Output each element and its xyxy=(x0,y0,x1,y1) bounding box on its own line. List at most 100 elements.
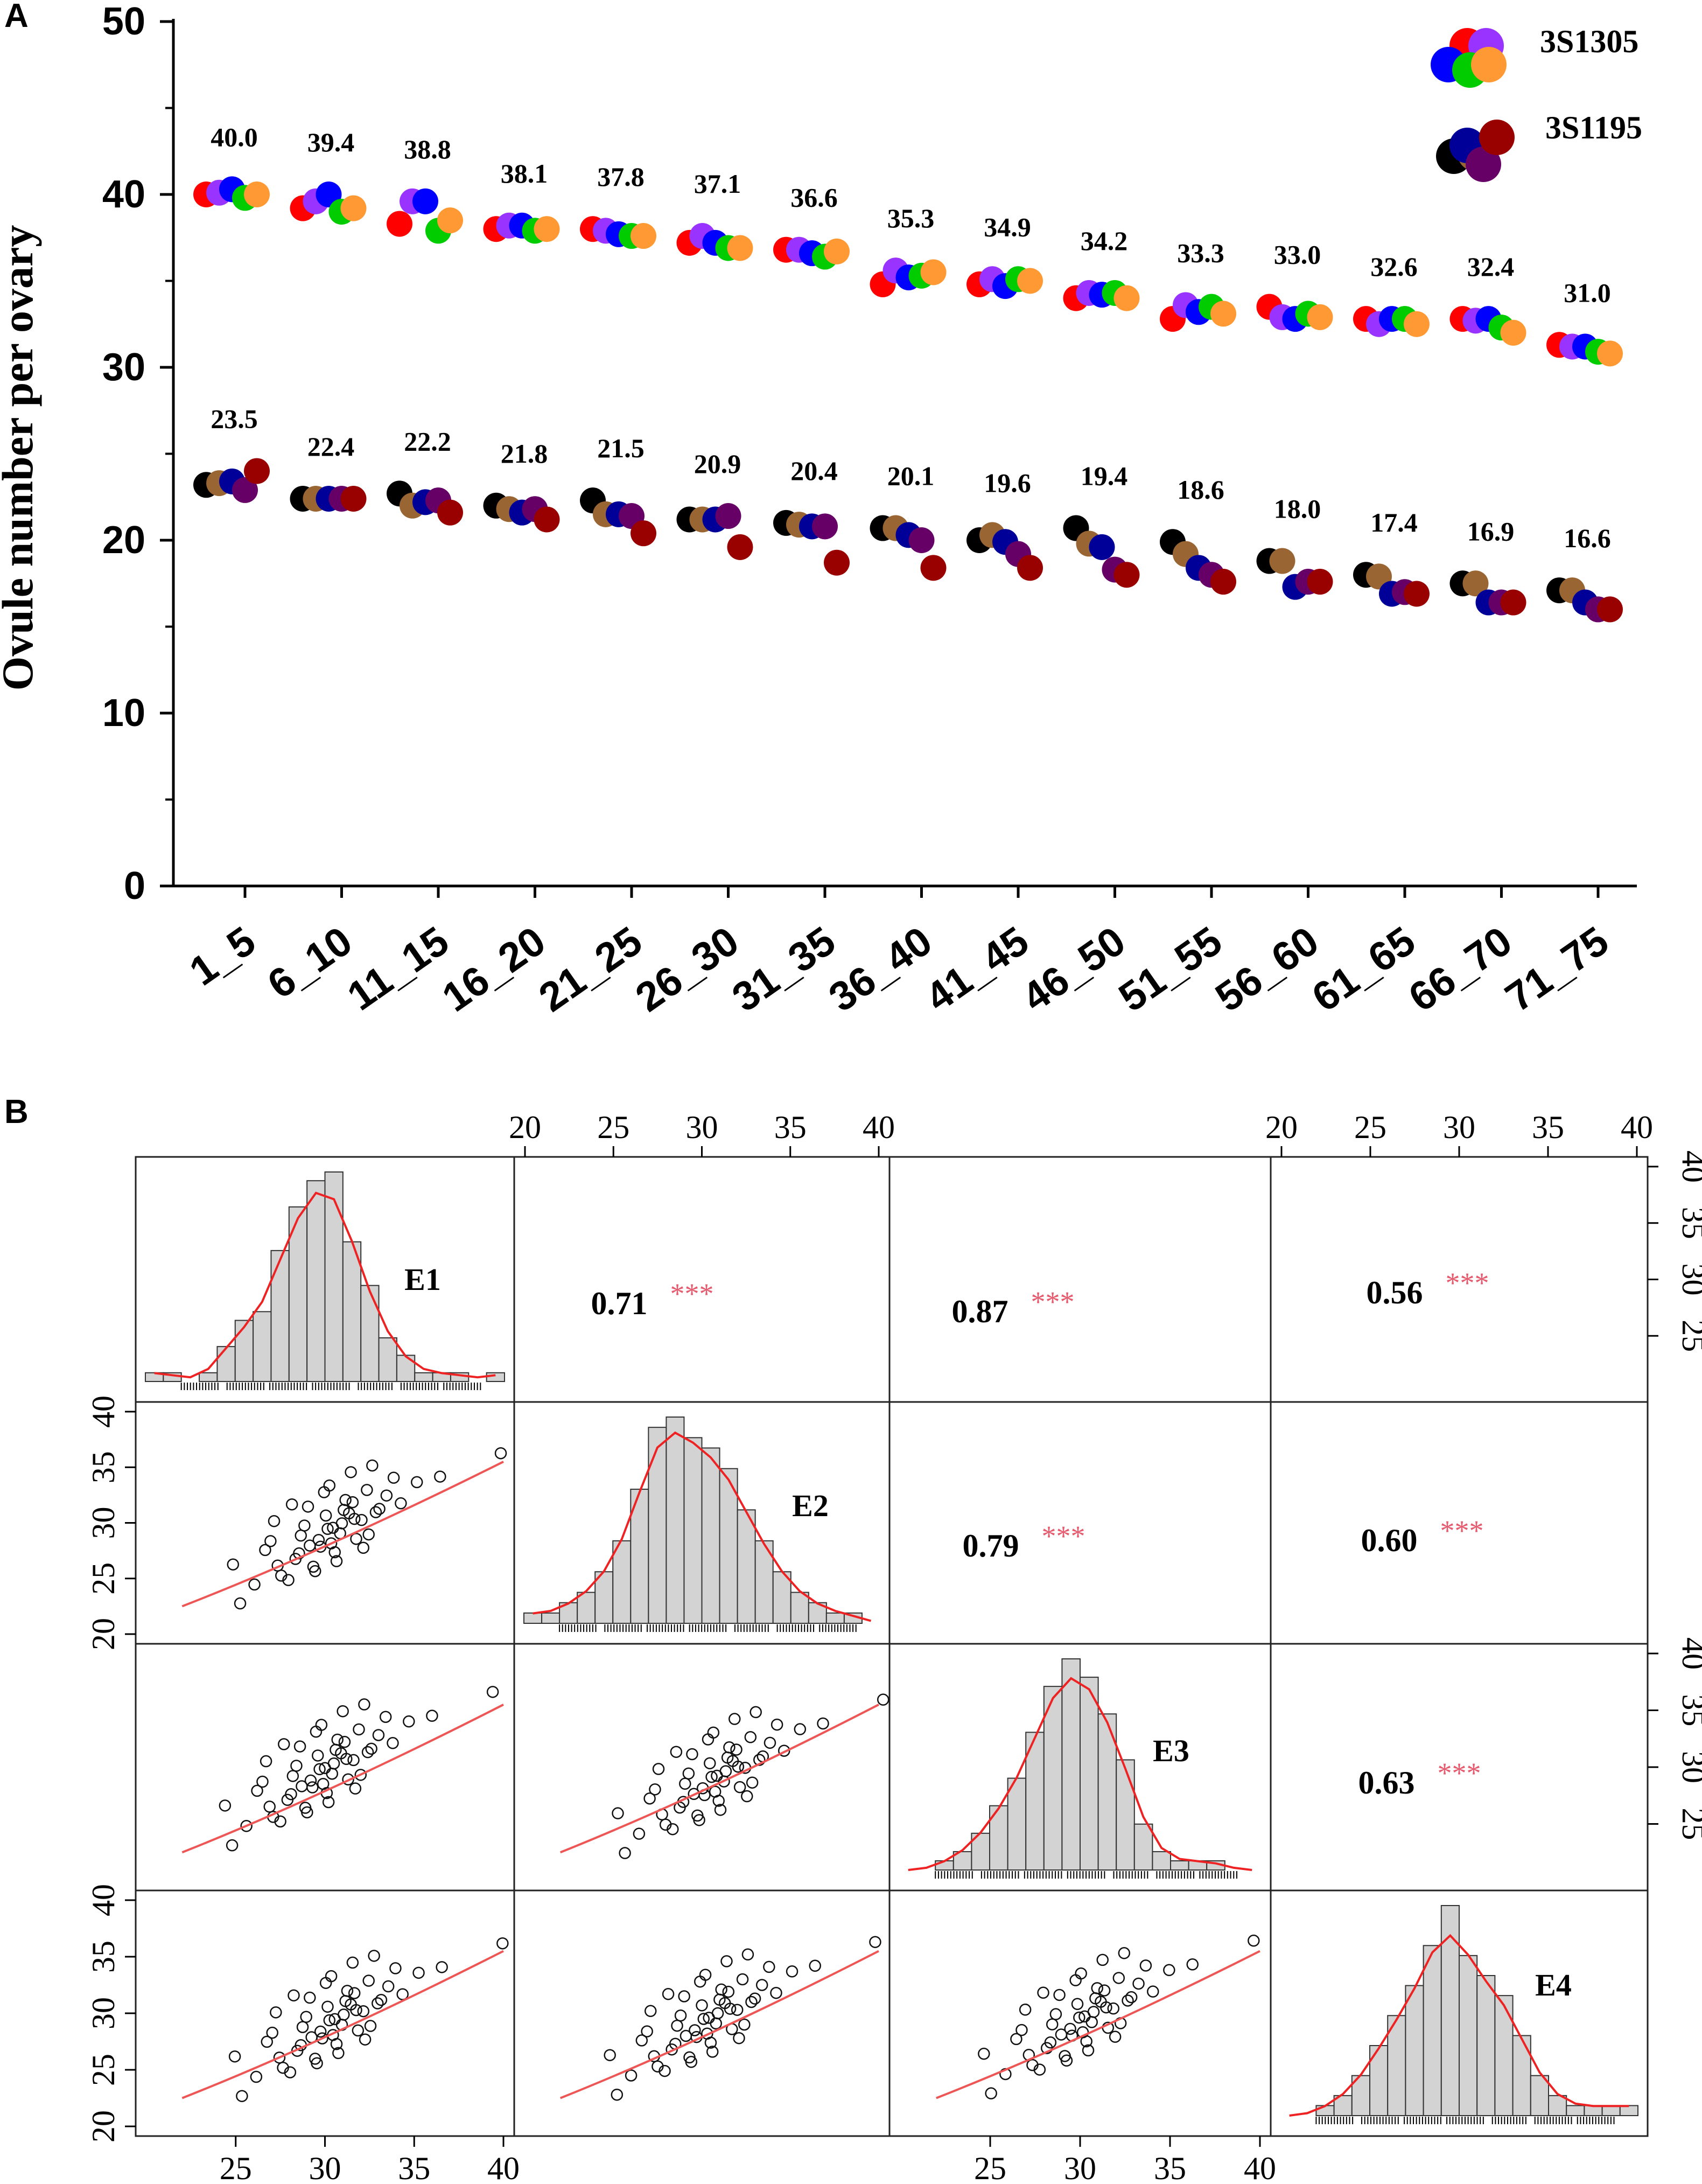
scatter-point xyxy=(362,1528,375,1541)
scatter-point xyxy=(720,1955,733,1967)
histogram-bar-E3 xyxy=(1152,1851,1171,1871)
histogram-bar-E2 xyxy=(737,1509,756,1624)
scatter-point xyxy=(260,1755,272,1768)
histogram-bar-E2 xyxy=(701,1447,720,1624)
data-point-3S1195 xyxy=(920,555,947,581)
scatter-point xyxy=(322,1796,335,1809)
scatter-point xyxy=(338,1735,351,1748)
scatter-point xyxy=(346,1496,359,1509)
scatter-point xyxy=(611,2088,624,2101)
scatter-point xyxy=(345,1466,357,1478)
scatter-point xyxy=(778,1745,790,1757)
histogram-bar-E4 xyxy=(1548,2095,1567,2117)
scatter-point xyxy=(1107,2002,1120,2015)
right-tick-label: 30 xyxy=(1676,1264,1702,1296)
scatter-point xyxy=(685,2056,698,2068)
correlation-value: 0.87 xyxy=(952,1294,1008,1329)
histogram-bar-E2 xyxy=(612,1540,632,1624)
scatter-point xyxy=(412,1966,425,1979)
scatter-point xyxy=(348,1987,361,1999)
histogram-bar-E4 xyxy=(1459,1955,1478,2117)
scatter-point xyxy=(346,1956,359,1969)
histogram-bar-E3 xyxy=(1170,1860,1189,1871)
scatter-point xyxy=(311,1749,324,1762)
scatter-point xyxy=(662,1988,675,2000)
histogram-bar-E4 xyxy=(1405,1985,1424,2117)
mean-label-3S1195: 16.6 xyxy=(1564,523,1611,553)
mean-label-3S1195: 22.4 xyxy=(307,431,355,462)
panel-b-label: B xyxy=(4,1093,29,1131)
scatter-point xyxy=(714,1804,727,1816)
scatter-point xyxy=(746,1776,759,1789)
data-point-3S1195 xyxy=(824,549,850,576)
scatter-point xyxy=(357,2005,370,2018)
mean-label-3S1305: 40.0 xyxy=(211,122,258,152)
scatter-point xyxy=(321,1523,334,1535)
scatter-point xyxy=(350,1532,362,1545)
scatter-point xyxy=(372,1997,384,2009)
mean-label-3S1195: 20.4 xyxy=(790,456,838,486)
scatter-point xyxy=(240,1820,253,1832)
scatter-point xyxy=(679,1777,691,1790)
top-tick-label: 35 xyxy=(774,1110,807,1145)
histogram-bar-E3 xyxy=(1007,1777,1027,1871)
panel-a-data-points xyxy=(193,176,1623,623)
pairs-scatterplots xyxy=(181,1447,1260,2102)
scatter-point xyxy=(1082,2044,1095,2057)
scatter-point xyxy=(361,1746,374,1759)
histogram-bar-E2 xyxy=(577,1592,596,1624)
scatter-point xyxy=(310,1725,323,1738)
scatter-point xyxy=(264,1535,277,1547)
mean-label-3S1305: 35.3 xyxy=(887,203,935,233)
histogram-bar-E1 xyxy=(253,1311,272,1382)
panel-a-axes xyxy=(172,19,1637,888)
scatter-point xyxy=(270,2006,282,2019)
loess-fit-line xyxy=(559,1950,879,2099)
data-point-3S1305 xyxy=(1597,340,1623,367)
scatter-point xyxy=(702,1733,715,1746)
significance-stars: *** xyxy=(1438,1757,1481,1789)
top-tick-label: 35 xyxy=(1532,1110,1564,1145)
scatter-point xyxy=(338,1504,350,1516)
scatter-point xyxy=(285,1498,298,1511)
data-point-3S1305 xyxy=(244,182,270,207)
scatter-point xyxy=(738,2018,751,2031)
data-point-3S1195 xyxy=(812,513,838,540)
scatter-point xyxy=(353,1723,365,1736)
scatter-point xyxy=(387,1737,399,1749)
histogram-bar-E1 xyxy=(396,1355,416,1382)
scatter-point xyxy=(304,1539,316,1552)
scatter-point xyxy=(325,1537,338,1550)
histogram-bar-E4 xyxy=(1333,2095,1353,2117)
scatter-point xyxy=(689,2024,701,2036)
scatter-point xyxy=(1010,2033,1022,2046)
y-axis-label: Ovule number per ovary xyxy=(0,225,42,691)
scatter-point xyxy=(311,2057,323,2070)
histogram-bar-E3 xyxy=(1061,1658,1081,1871)
scatter-point xyxy=(251,1784,263,1797)
scatter-point xyxy=(261,2035,274,2048)
scatter-point xyxy=(1118,1947,1131,1959)
scatter-point xyxy=(365,1742,377,1755)
density-curve-E3 xyxy=(908,1677,1252,1871)
scatter-point xyxy=(228,2050,241,2063)
histogram-bar-E1 xyxy=(270,1250,290,1382)
scatter-point xyxy=(731,2004,744,2016)
data-point-3S1195 xyxy=(1210,569,1236,595)
scatter-point xyxy=(349,1782,362,1795)
scatter-point xyxy=(327,1757,340,1770)
mean-label-3S1195: 18.6 xyxy=(1177,475,1224,505)
bottom-tick-label: 25 xyxy=(220,2151,252,2184)
data-point-3S1195 xyxy=(1500,589,1526,616)
scatter-point xyxy=(604,2049,616,2061)
scatter-point xyxy=(436,1961,448,1973)
scatter-point xyxy=(338,2008,350,2021)
histogram-bar-E3 xyxy=(1133,1823,1153,1871)
scatter-point xyxy=(1073,2011,1085,2024)
histogram-bar-E1 xyxy=(486,1372,506,1383)
left-tick-label: 20 xyxy=(86,2110,121,2143)
data-point-3S1305 xyxy=(412,188,438,214)
scatter-point xyxy=(301,1806,313,1819)
scatter-point xyxy=(318,1486,331,1498)
